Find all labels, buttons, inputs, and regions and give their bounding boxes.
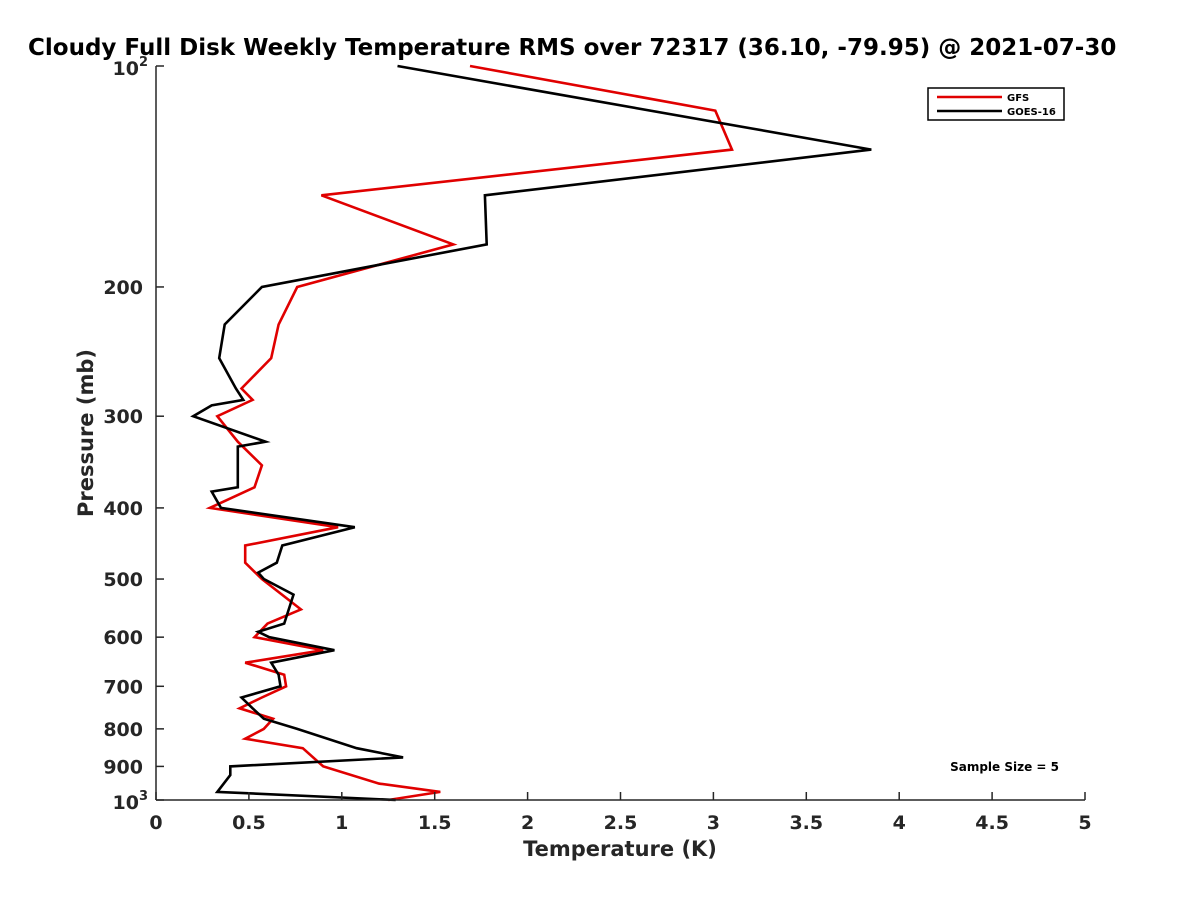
plot-area [190,64,872,802]
x-tick-label: 5 [1078,812,1091,834]
y-tick-label: 400 [103,498,143,520]
axes [155,66,1085,801]
y-tick-label: 103 [113,789,149,814]
y-tick-label: 200 [103,277,143,299]
y-tick-label: 700 [103,676,143,698]
y-axis-title: Pressure (mb) [74,349,98,517]
y-tick-label: 900 [103,756,143,778]
chart-title: Cloudy Full Disk Weekly Temperature RMS … [28,35,1116,61]
x-tick-label: 2.5 [604,812,638,834]
sample-size-annotation: Sample Size = 5 [950,760,1059,774]
y-tick-base: 10 [113,792,139,814]
y-tick-label: 300 [103,406,143,428]
legend: GFS GOES-16 [927,87,1065,121]
series-line-goes-16 [190,64,872,802]
y-tick-exponent: 2 [139,55,148,70]
x-ticks: 0 0.5 1 1.5 2 2.5 3 3.5 4 4.5 5 [149,792,1092,834]
legend-label-goes-16: GOES-16 [1007,107,1056,118]
x-tick-label: 0 [149,812,162,834]
x-tick-label: 2 [521,812,534,834]
y-tick-label: 600 [103,627,143,649]
x-tick-label: 3.5 [789,812,823,834]
x-tick-label: 4.5 [975,812,1009,834]
y-tick-label: 500 [103,569,143,591]
x-tick-label: 1.5 [418,812,452,834]
legend-box [927,87,1065,121]
series-line-gfs [205,64,734,802]
x-tick-label: 1 [335,812,348,834]
y-tick-exponent: 3 [139,789,148,804]
y-tick-label: 102 [113,55,149,80]
legend-label-gfs: GFS [1007,93,1029,104]
x-axis-title: Temperature (K) [523,837,717,861]
y-tick-base: 10 [113,58,139,80]
x-tick-label: 0.5 [232,812,266,834]
x-tick-label: 3 [707,812,720,834]
x-tick-label: 4 [893,812,906,834]
y-tick-label: 800 [103,719,143,741]
